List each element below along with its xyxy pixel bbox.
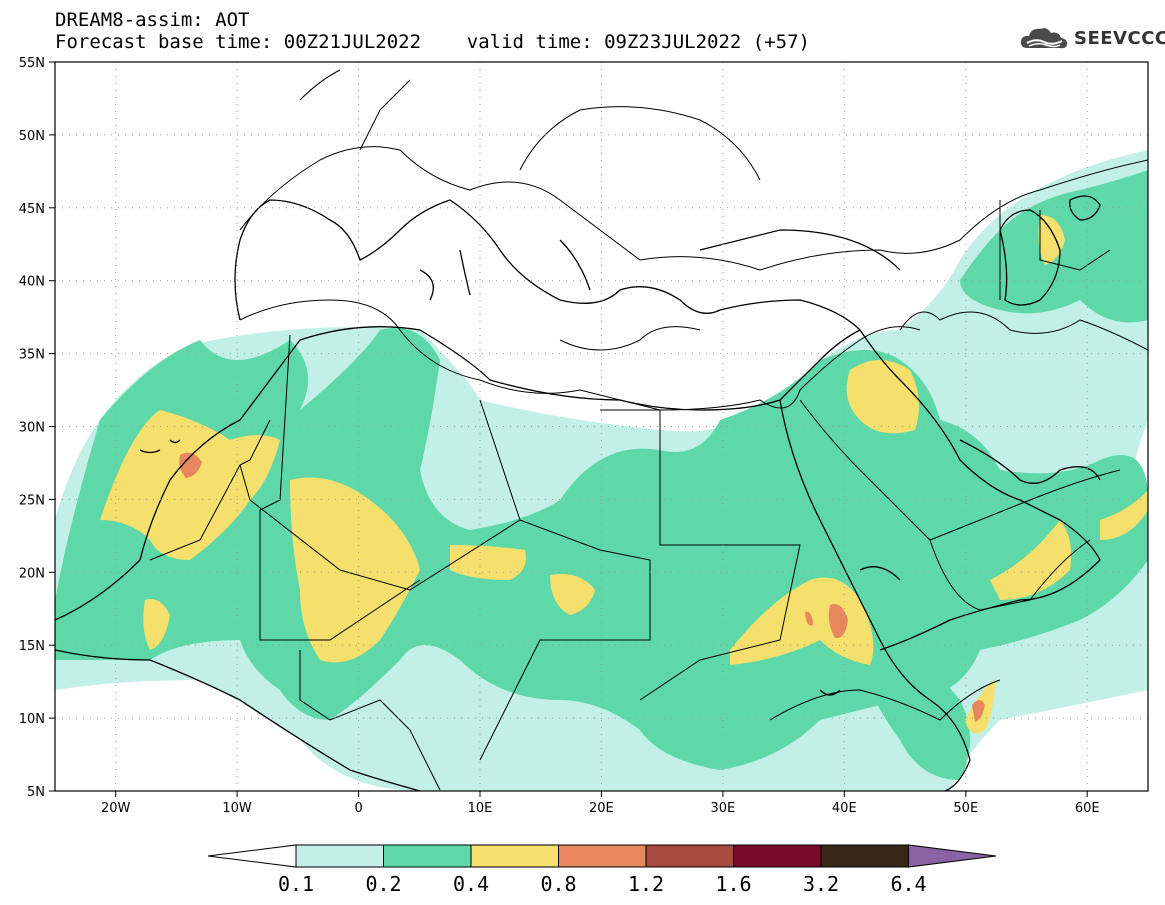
- lon-tick-labels: 20W 10W 0 10E 20E 30E 40E 50E 60E: [101, 801, 1100, 816]
- colorbar-label: 0.1: [277, 872, 315, 896]
- colorbar-label: 3.2: [802, 872, 840, 896]
- aot-band-0-4-sahel: [290, 477, 420, 663]
- aot-band-0-2-horn: [860, 620, 970, 780]
- lon-tick-label: 20E: [589, 801, 614, 816]
- colorbar-label: 1.2: [627, 872, 665, 896]
- colorbar-segment: [295, 844, 384, 868]
- colorbar-under-arrow: [207, 844, 297, 868]
- lat-tick-label: 15N: [19, 639, 45, 654]
- colorbar-label: 6.4: [890, 872, 927, 896]
- colorbar-label: 0.2: [365, 872, 402, 896]
- aot-field: [55, 150, 1148, 791]
- country-borders: [149, 69, 1148, 791]
- colorbar-segment: [733, 844, 822, 868]
- lat-tick-label: 50N: [19, 129, 45, 144]
- lat-tick-label: 55N: [19, 56, 45, 71]
- lon-tick-label: 30E: [711, 801, 736, 816]
- lat-tick-label: 5N: [27, 785, 45, 800]
- aot-band-0-4-mauritania: [143, 599, 170, 650]
- aot-band-0-4-caspian: [1038, 215, 1065, 265]
- colorbar-segment: [645, 844, 734, 868]
- colorbar-label: 0.8: [540, 872, 577, 896]
- lat-tick-label: 30N: [19, 421, 45, 436]
- colorbar-over-arrow: [908, 844, 997, 868]
- aot-band-0-8-canary: [179, 452, 202, 478]
- aot-band-0-4-chad: [450, 545, 526, 580]
- lat-tick-label: 45N: [19, 202, 45, 217]
- colorbar-label: 0.4: [452, 872, 490, 896]
- aot-band-0-4-arabia: [990, 520, 1072, 600]
- aot-band-0-8-somalia: [972, 700, 985, 722]
- lon-tick-label: 10E: [468, 801, 493, 816]
- colorbar-segment: [383, 844, 472, 868]
- graticule: [55, 62, 1148, 791]
- brand-name: SEEVCCC: [1074, 27, 1165, 49]
- lat-tick-label: 10N: [19, 712, 45, 727]
- tick-marks: [49, 61, 1088, 797]
- aot-band-0-4-west: [100, 410, 280, 560]
- aot-band-0-8-sudan: [805, 611, 813, 626]
- colorbar-segment: [470, 844, 559, 868]
- colorbar-segment: [820, 844, 909, 868]
- map-title: DREAM8-assim: AOT: [55, 9, 250, 31]
- lon-tick-label: 60E: [1075, 801, 1100, 816]
- lon-tick-label: 40E: [832, 801, 857, 816]
- lon-tick-label: 0: [354, 801, 362, 816]
- lon-tick-label: 20W: [101, 801, 131, 816]
- colorbar-segment: [558, 844, 647, 868]
- lat-tick-label: 35N: [19, 348, 45, 363]
- aot-band-0-4-oman: [1100, 490, 1148, 540]
- lat-tick-labels: 55N 50N 45N 40N 35N 30N 25N 20N 15N 10N …: [19, 56, 45, 800]
- lon-tick-label: 10W: [222, 801, 252, 816]
- colorbar-label: 1.6: [715, 872, 752, 896]
- colorbar: [207, 844, 997, 868]
- coastlines: [55, 195, 1101, 791]
- lat-tick-label: 40N: [19, 275, 45, 290]
- forecast-time-line: Forecast base time: 00Z21JUL2022 valid t…: [55, 31, 810, 53]
- cloud-logo-icon: [1020, 28, 1068, 49]
- lon-tick-label: 50E: [953, 801, 978, 816]
- aot-band-0-4-sudan: [550, 574, 595, 615]
- aot-band-0-8-eritrea: [828, 604, 848, 639]
- lat-tick-label: 20N: [19, 566, 45, 581]
- aot-band-0-4-iraq: [846, 360, 919, 434]
- lat-tick-label: 25N: [19, 493, 45, 508]
- brand-logo: SEEVCCC: [1018, 24, 1165, 52]
